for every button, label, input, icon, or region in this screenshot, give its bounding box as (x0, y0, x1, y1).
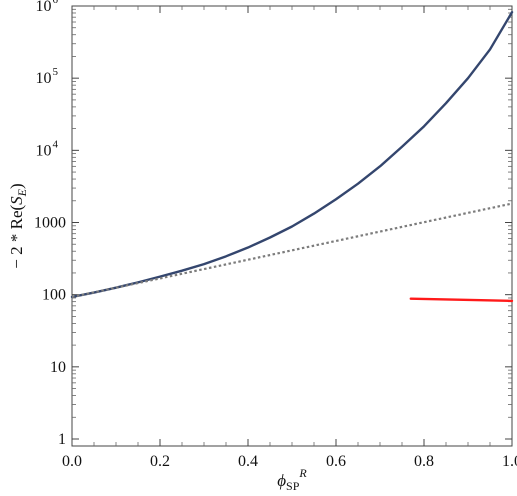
y-tick-exponent: 5 (53, 66, 59, 78)
y-axis-title: − 2 * Re(SE) (7, 183, 29, 268)
y-title-pre: − 2 * Re( (7, 204, 26, 268)
x-tick-label: 0.8 (414, 453, 434, 470)
series-layer (70, 11, 514, 303)
x-tick-label: 0.2 (150, 453, 170, 470)
y-tick-label: 104 (36, 138, 59, 159)
x-tick-label: 0.4 (238, 453, 258, 470)
y-tick-label: 106 (36, 0, 59, 15)
y-tick-exponent: 4 (53, 138, 59, 150)
y-axis-ticks: 1 10 100 1000 104 105 106 (34, 0, 512, 448)
x-axis-ticks: 0.0 0.2 0.4 0.6 0.8 1.0 (62, 6, 517, 470)
y-title-main: S (7, 196, 26, 205)
series-line-1 (70, 11, 514, 299)
y-tick-label: 1 (58, 431, 66, 448)
y-tick-label: 10 (50, 359, 66, 376)
x-title-sup: R (298, 466, 307, 480)
y-tick-label: 100 (42, 287, 66, 304)
y-tick-exponent: 6 (53, 0, 59, 6)
x-title-main: ϕ (277, 471, 286, 490)
y-tick-label: 1000 (34, 215, 66, 232)
x-tick-label: 0.0 (62, 453, 82, 470)
x-axis-title: ϕSPR (277, 466, 307, 493)
y-title-sub: E (15, 188, 29, 197)
y-tick-label: 105 (36, 66, 59, 87)
y-title-post: ) (7, 183, 26, 189)
series-line-2 (71, 202, 513, 299)
x-tick-label: 1.0 (502, 453, 517, 470)
x-title-sub: SP (286, 479, 300, 493)
x-tick-label: 0.6 (326, 453, 346, 470)
series-line-3 (409, 297, 514, 303)
